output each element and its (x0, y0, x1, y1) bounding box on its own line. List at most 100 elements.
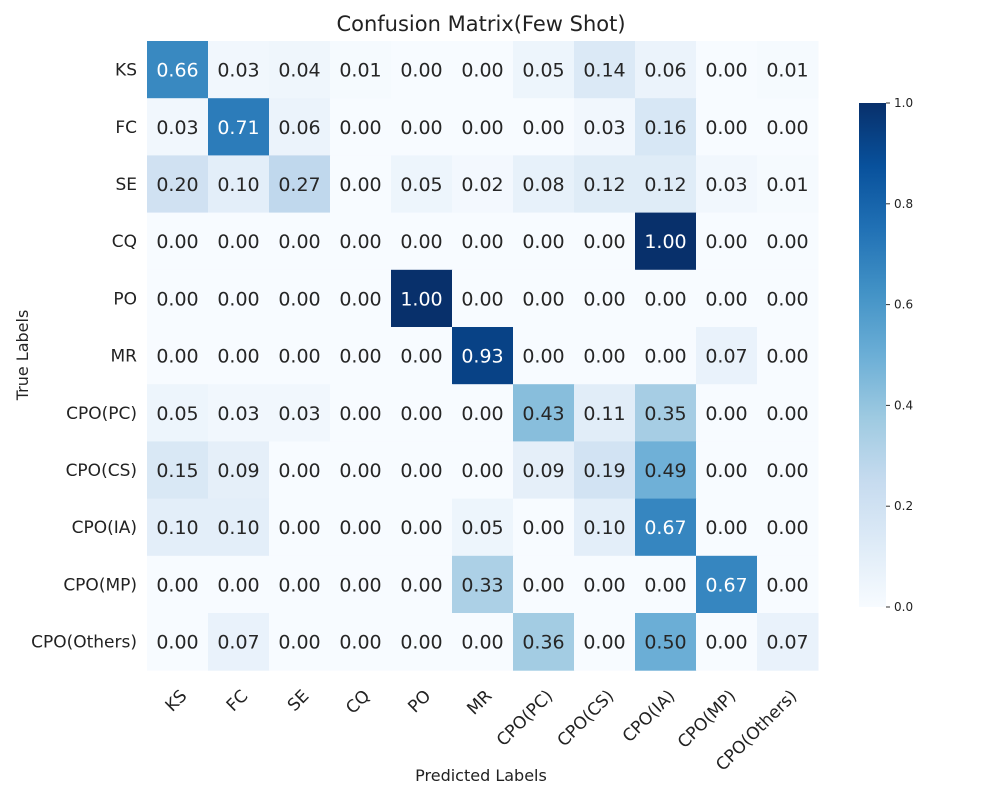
cell-value-label: 0.00 (339, 117, 381, 139)
cell-value-label: 0.08 (522, 174, 564, 196)
cell-value-label: 0.00 (278, 288, 320, 310)
heatmap-cell (513, 555, 575, 614)
colorbar-tick-label: 0.4 (894, 398, 913, 412)
cell-value-label: 0.33 (461, 574, 503, 596)
cell-value-label: 0.00 (339, 574, 381, 596)
heatmap-cell (513, 155, 575, 214)
y-tick-label: MR (111, 347, 138, 367)
cell-value-label: 0.00 (400, 632, 442, 654)
cell-value-label: 0.01 (766, 60, 808, 82)
cell-value-label: 0.00 (339, 346, 381, 368)
heatmap-cell (208, 555, 270, 614)
heatmap-cell (757, 441, 819, 500)
cell-value-label: 0.00 (766, 517, 808, 539)
cell-value-label: 0.00 (156, 288, 198, 310)
chart-title: Confusion Matrix(Few Shot) (336, 12, 625, 36)
heatmap-cell (574, 498, 636, 557)
heatmap-cell (330, 555, 392, 614)
x-tick-label: MR (463, 686, 496, 719)
cell-value-label: 0.66 (156, 60, 198, 82)
cell-value-label: 0.00 (156, 574, 198, 596)
heatmap-cell (208, 212, 270, 271)
cell-value-label: 0.00 (461, 117, 503, 139)
heatmap-cell (391, 498, 453, 557)
cell-value-label: 0.00 (644, 346, 686, 368)
heatmap-cell (452, 41, 514, 99)
heatmap-cell (330, 269, 392, 328)
cell-value-label: 0.00 (705, 403, 747, 425)
heatmap-cell (696, 555, 758, 614)
cell-value-label: 0.00 (705, 288, 747, 310)
x-tick-label: CQ (342, 686, 374, 718)
heatmap-cell (269, 327, 331, 385)
cell-value-label: 0.00 (400, 517, 442, 539)
cell-value-label: 0.00 (400, 231, 442, 253)
cell-value-label: 0.00 (217, 346, 259, 368)
colorbar-ticks: 0.0 0.2 0.4 0.6 0.8 1.0 (886, 96, 913, 614)
heatmap-cell (147, 613, 209, 671)
y-tick-label: CPO(PC) (66, 404, 137, 424)
x-axis-label: Predicted Labels (415, 766, 547, 785)
y-tick-label: CPO(MP) (63, 575, 137, 595)
y-tick-label: CPO(CS) (66, 461, 137, 481)
heatmap-cell (147, 555, 209, 614)
heatmap-cell (330, 212, 392, 271)
cell-value-label: 0.27 (278, 174, 320, 196)
cell-value-label: 1.00 (644, 231, 686, 253)
heatmap-cell (696, 441, 758, 500)
cell-value-label: 0.49 (644, 460, 686, 482)
heatmap-cell (269, 269, 331, 328)
heatmap-cell (452, 269, 514, 328)
cell-value-label: 0.00 (705, 60, 747, 82)
heatmap-cell (391, 269, 453, 328)
heatmap-cell (696, 384, 758, 442)
heatmap-cell (757, 98, 819, 156)
heatmap-cell (147, 269, 209, 328)
cell-value-label: 0.00 (400, 117, 442, 139)
cell-value-label: 0.03 (217, 60, 259, 82)
cell-value-label: 0.00 (278, 574, 320, 596)
x-tick-label: CPO(IA) (619, 686, 679, 746)
y-tick-label: KS (115, 61, 137, 81)
heatmap-cell (513, 613, 575, 671)
heatmap-cell (452, 613, 514, 671)
cell-value-label: 0.71 (217, 117, 259, 139)
heatmap-cell (513, 98, 575, 156)
cell-value-label: 0.00 (583, 288, 625, 310)
heatmap-cell (391, 212, 453, 271)
heatmap-cell (391, 155, 453, 214)
cell-value-label: 1.00 (400, 288, 442, 310)
cell-value-label: 0.20 (156, 174, 198, 196)
cell-value-label: 0.00 (705, 460, 747, 482)
cell-value-label: 0.05 (400, 174, 442, 196)
cell-value-label: 0.00 (217, 288, 259, 310)
heatmap-cell (147, 212, 209, 271)
heatmap-cell (757, 155, 819, 214)
cell-value-label: 0.00 (339, 288, 381, 310)
cell-value-label: 0.00 (339, 460, 381, 482)
cell-value-label: 0.00 (156, 346, 198, 368)
heatmap-cell (452, 212, 514, 271)
cell-value-label: 0.04 (278, 60, 320, 82)
cell-value-label: 0.00 (278, 231, 320, 253)
heatmap-cell (208, 155, 270, 214)
heatmap-cell (696, 498, 758, 557)
x-tick-label: SE (284, 686, 313, 715)
cell-value-label: 0.00 (461, 403, 503, 425)
cell-value-label: 0.00 (766, 346, 808, 368)
cell-value-label: 0.00 (400, 346, 442, 368)
cell-value-label: 0.00 (766, 288, 808, 310)
heatmap-cell (635, 269, 697, 328)
cell-value-label: 0.14 (583, 60, 625, 82)
heatmap-cell (696, 41, 758, 99)
heatmap-cell (208, 498, 270, 557)
cell-value-label: 0.00 (339, 517, 381, 539)
heatmap-cell (269, 41, 331, 99)
heatmap-cell (269, 384, 331, 442)
cell-value-label: 0.00 (583, 574, 625, 596)
heatmap-cell (391, 41, 453, 99)
cell-value-label: 0.03 (705, 174, 747, 196)
cell-value-label: 0.09 (522, 460, 564, 482)
heatmap-cell (574, 212, 636, 271)
